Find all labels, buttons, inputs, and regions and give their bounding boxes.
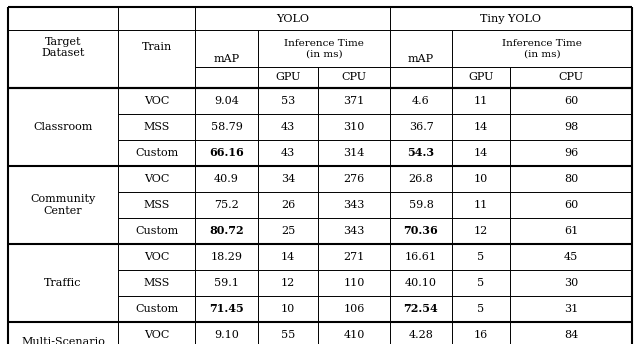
Text: 72.54: 72.54 xyxy=(404,303,438,314)
Text: 80.72: 80.72 xyxy=(209,226,244,237)
Text: 43: 43 xyxy=(281,148,295,158)
Text: 14: 14 xyxy=(474,148,488,158)
Text: 410: 410 xyxy=(343,330,365,340)
Text: 66.16: 66.16 xyxy=(209,148,244,159)
Text: 12: 12 xyxy=(281,278,295,288)
Text: 96: 96 xyxy=(564,148,578,158)
Text: 343: 343 xyxy=(343,226,365,236)
Text: CPU: CPU xyxy=(342,73,367,83)
Text: 40.10: 40.10 xyxy=(405,278,437,288)
Text: 70.36: 70.36 xyxy=(404,226,438,237)
Text: MSS: MSS xyxy=(143,122,170,132)
Text: 31: 31 xyxy=(564,304,578,314)
Text: Community
Center: Community Center xyxy=(30,194,95,216)
Text: 55: 55 xyxy=(281,330,295,340)
Text: mAP: mAP xyxy=(213,54,239,64)
Text: Custom: Custom xyxy=(135,304,178,314)
Text: 60: 60 xyxy=(564,96,578,106)
Text: 314: 314 xyxy=(343,148,365,158)
Text: CPU: CPU xyxy=(559,73,584,83)
Text: 14: 14 xyxy=(281,252,295,262)
Text: 60: 60 xyxy=(564,200,578,210)
Text: 43: 43 xyxy=(281,122,295,132)
Text: 59.1: 59.1 xyxy=(214,278,239,288)
Text: Custom: Custom xyxy=(135,148,178,158)
Text: 30: 30 xyxy=(564,278,578,288)
Text: 25: 25 xyxy=(281,226,295,236)
Text: 5: 5 xyxy=(477,278,484,288)
Text: 310: 310 xyxy=(343,122,365,132)
Text: MSS: MSS xyxy=(143,200,170,210)
Text: 18.29: 18.29 xyxy=(211,252,243,262)
Text: 271: 271 xyxy=(344,252,365,262)
Text: 71.45: 71.45 xyxy=(209,303,244,314)
Text: 9.04: 9.04 xyxy=(214,96,239,106)
Text: 10: 10 xyxy=(474,174,488,184)
Text: YOLO: YOLO xyxy=(276,13,309,23)
Text: 14: 14 xyxy=(474,122,488,132)
Text: 16.61: 16.61 xyxy=(405,252,437,262)
Text: 10: 10 xyxy=(281,304,295,314)
Text: Inference Time
(in ms): Inference Time (in ms) xyxy=(502,39,582,58)
Text: Inference Time
(in ms): Inference Time (in ms) xyxy=(284,39,364,58)
Text: 80: 80 xyxy=(564,174,578,184)
Text: 54.3: 54.3 xyxy=(408,148,435,159)
Text: 11: 11 xyxy=(474,200,488,210)
Text: Classroom: Classroom xyxy=(33,122,93,132)
Text: 9.10: 9.10 xyxy=(214,330,239,340)
Text: 4.28: 4.28 xyxy=(408,330,433,340)
Text: 84: 84 xyxy=(564,330,578,340)
Text: 371: 371 xyxy=(344,96,365,106)
Text: 16: 16 xyxy=(474,330,488,340)
Text: Tiny YOLO: Tiny YOLO xyxy=(481,13,541,23)
Text: Train: Train xyxy=(141,43,172,53)
Text: Custom: Custom xyxy=(135,226,178,236)
Text: Target
Dataset: Target Dataset xyxy=(42,37,84,58)
Text: GPU: GPU xyxy=(275,73,301,83)
Text: 58.79: 58.79 xyxy=(211,122,243,132)
Text: 53: 53 xyxy=(281,96,295,106)
Text: 45: 45 xyxy=(564,252,578,262)
Text: 26.8: 26.8 xyxy=(408,174,433,184)
Text: 12: 12 xyxy=(474,226,488,236)
Text: VOC: VOC xyxy=(144,174,169,184)
Text: 5: 5 xyxy=(477,252,484,262)
Text: 34: 34 xyxy=(281,174,295,184)
Text: Traffic: Traffic xyxy=(44,278,82,288)
Text: 106: 106 xyxy=(343,304,365,314)
Text: 4.6: 4.6 xyxy=(412,96,430,106)
Text: VOC: VOC xyxy=(144,330,169,340)
Text: 36.7: 36.7 xyxy=(408,122,433,132)
Text: VOC: VOC xyxy=(144,96,169,106)
Text: 26: 26 xyxy=(281,200,295,210)
Text: VOC: VOC xyxy=(144,252,169,262)
Text: 40.9: 40.9 xyxy=(214,174,239,184)
Text: Multi-Scenario
Surveillance: Multi-Scenario Surveillance xyxy=(21,337,105,344)
Text: 11: 11 xyxy=(474,96,488,106)
Text: 5: 5 xyxy=(477,304,484,314)
Text: mAP: mAP xyxy=(408,54,434,64)
Text: MSS: MSS xyxy=(143,278,170,288)
Text: 110: 110 xyxy=(343,278,365,288)
Text: GPU: GPU xyxy=(468,73,493,83)
Text: 75.2: 75.2 xyxy=(214,200,239,210)
Text: 343: 343 xyxy=(343,200,365,210)
Text: 98: 98 xyxy=(564,122,578,132)
Text: 61: 61 xyxy=(564,226,578,236)
Text: 276: 276 xyxy=(344,174,365,184)
Text: 59.8: 59.8 xyxy=(408,200,433,210)
